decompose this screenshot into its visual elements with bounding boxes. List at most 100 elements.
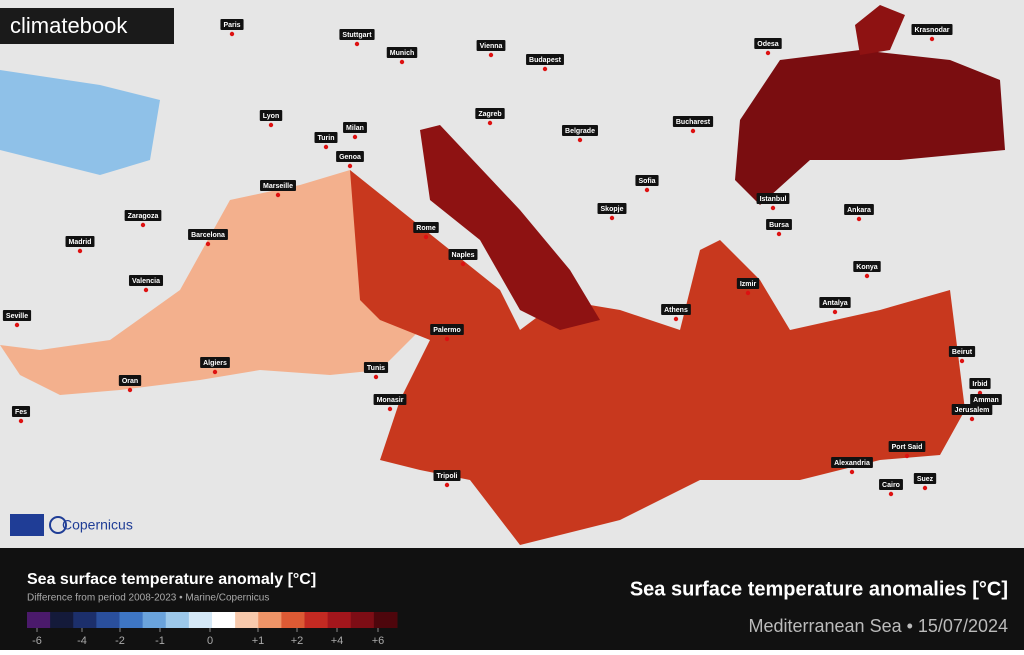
city-dot [373, 374, 379, 380]
city-dot [644, 187, 650, 193]
city-label: Rome [416, 225, 436, 232]
city: Bursa [766, 219, 792, 237]
city: Tripoli [433, 470, 461, 488]
city-dot [864, 273, 870, 279]
city-label: Vienna [480, 43, 503, 50]
city-label: Valencia [132, 278, 160, 285]
city-label: Monasir [377, 397, 404, 404]
city-label: Bursa [769, 222, 789, 229]
copernicus-icon [49, 516, 67, 534]
city-label: Istanbul [760, 196, 787, 203]
city: Monasir [373, 394, 407, 412]
city-label: Madrid [69, 239, 92, 246]
map-title: Sea surface temperature anomalies [°C] [630, 578, 1008, 600]
city-dot [354, 41, 360, 47]
city-label: Odesa [757, 41, 779, 48]
city-label-box [430, 324, 464, 335]
city-label-box [363, 362, 389, 373]
city: Stuttgart [339, 29, 375, 47]
city-label-box [11, 406, 31, 417]
legend-tick-label: -1 [155, 635, 165, 647]
city-label-box [672, 116, 714, 127]
city: Odesa [754, 38, 782, 56]
city-label: Beirut [952, 349, 973, 356]
city: Konya [853, 261, 881, 279]
city-label-box [386, 47, 418, 58]
city-label-box [597, 203, 627, 214]
eu-flag [10, 514, 44, 536]
city: Madrid [65, 236, 95, 254]
city-label: Marseille [263, 183, 293, 190]
city: Zagreb [475, 108, 505, 126]
city-label: Irbid [972, 381, 987, 388]
city-layer: Paris Stuttgart Munich Vienna Budapest Odesa K… [2, 19, 1002, 497]
city: Barcelona [188, 229, 228, 247]
city-dot [922, 485, 928, 491]
legend-swatch [304, 612, 329, 628]
city-label: Fes [15, 409, 27, 416]
city-dot [205, 241, 211, 247]
city-label: Tripoli [437, 473, 458, 480]
city-dot [127, 387, 133, 393]
city-label: Port Said [892, 444, 923, 451]
city-dot [347, 163, 353, 169]
city-label: Seville [6, 313, 28, 320]
city: Krasnodar [911, 24, 953, 42]
legend-swatch [281, 612, 305, 628]
color-legend: -6 -4 -2 -1 0 +1 +2 +4 +6 [27, 612, 398, 647]
city-label-box [853, 261, 881, 272]
city-label: Barcelona [191, 232, 225, 239]
city: Turin [314, 132, 338, 150]
city-label-box [188, 229, 228, 240]
city-label-box [888, 441, 926, 452]
city-label-box [128, 275, 164, 286]
atlantic-sea [0, 70, 160, 175]
city-label: Belgrade [565, 128, 595, 135]
legend-title: Sea surface temperature anomaly [°C] [27, 571, 316, 588]
city: Vienna [476, 40, 506, 58]
city-label-box [2, 310, 32, 321]
footer [0, 548, 1024, 650]
city-label-box [373, 394, 407, 405]
logo: climatebook [10, 13, 128, 38]
city-dot [609, 215, 615, 221]
city: Naples [448, 249, 478, 267]
city-label-box [879, 479, 903, 490]
legend-swatch [96, 612, 120, 628]
city-label: Krasnodar [914, 27, 949, 34]
city-dot [423, 234, 429, 240]
legend-subtitle: Difference from period 2008-2023 • Marin… [27, 593, 269, 604]
city-dot [745, 290, 751, 296]
legend-tick-label: -2 [115, 635, 125, 647]
city-label-box [343, 122, 367, 133]
city-label: Palermo [433, 327, 461, 334]
legend-tick-label: +4 [331, 635, 344, 647]
city-dot [959, 358, 965, 364]
city-label: Izmir [740, 281, 757, 288]
city-dot [849, 469, 855, 475]
city-label-box [635, 175, 659, 186]
city-dot [18, 418, 24, 424]
city: Istanbul [756, 193, 790, 211]
city-label-box [200, 357, 230, 368]
city-label-box [448, 249, 478, 260]
legend-swatch [350, 612, 375, 628]
city: Lyon [259, 110, 283, 128]
city: Alexandria [831, 457, 873, 475]
city: Cairo [879, 479, 903, 497]
legend-tick-label: +1 [252, 635, 265, 647]
city-label-box [124, 210, 162, 221]
logo-box [0, 8, 174, 44]
legend-swatch [188, 612, 213, 628]
city-dot [904, 453, 910, 459]
legend-tick-label: -4 [77, 635, 87, 647]
legend-tick-label: 0 [207, 635, 213, 647]
city-dot [856, 216, 862, 222]
city-label: Paris [223, 22, 240, 29]
legend-swatch [235, 612, 259, 628]
city: Skopje [597, 203, 627, 221]
city-dot [140, 222, 146, 228]
city-label-box [220, 19, 244, 30]
city-dot [888, 491, 894, 497]
